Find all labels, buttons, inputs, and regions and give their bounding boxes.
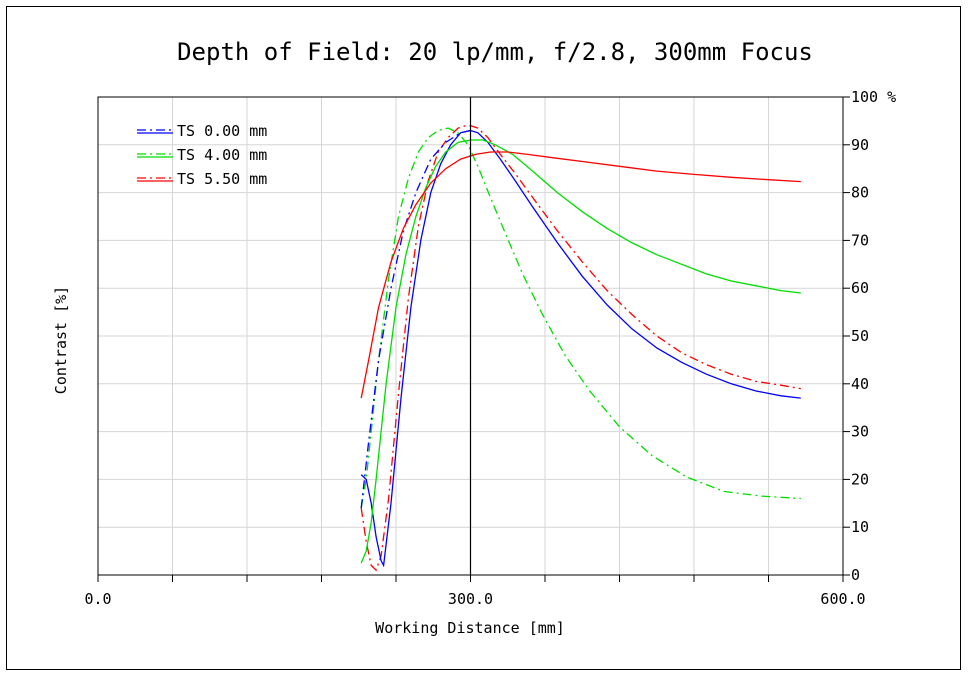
y-tick-label: 20 (851, 470, 869, 488)
series-curves (360, 125, 801, 572)
y-tick-label: 70 (851, 231, 869, 249)
legend: TS 0.00 mm TS 4.00 mm TS 5.50 mm (137, 122, 267, 188)
x-tick-label: 300.0 (448, 590, 493, 608)
legend-label: TS 0.00 mm (177, 122, 267, 140)
series-line (360, 129, 801, 568)
y-tick-label: 40 (851, 375, 869, 393)
y-tick-label: 50 (851, 327, 869, 345)
x-tick-label: 0.0 (84, 590, 111, 608)
x-tick-label: 600.0 (820, 590, 865, 608)
chart-frame (6, 6, 961, 670)
y-tick-label: 90 (851, 136, 869, 154)
y-tick-label: 60 (851, 279, 869, 297)
y-tick-label: 10 (851, 518, 869, 536)
y-tick-label: 0 (851, 566, 860, 584)
chart-title: Depth of Field: 20 lp/mm, f/2.8, 300mm F… (177, 38, 813, 66)
y-tick-label: 30 (851, 423, 869, 441)
y-tick-label: 100 % (851, 88, 896, 106)
legend-label: TS 5.50 mm (177, 170, 267, 188)
axes: 0.0 300.0 600.0 0 10 20 30 40 50 60 70 80 90 100 % (84, 88, 896, 608)
dashdot-curve (360, 125, 801, 572)
legend-label: TS 4.00 mm (177, 146, 267, 164)
y-tick-label: 80 (851, 184, 869, 202)
y-axis-label: Contrast [%] (52, 286, 70, 394)
series-line (360, 139, 801, 564)
x-axis-label: Working Distance [mm] (375, 619, 565, 637)
dashdot-curve (360, 129, 471, 509)
series-line (360, 151, 801, 399)
